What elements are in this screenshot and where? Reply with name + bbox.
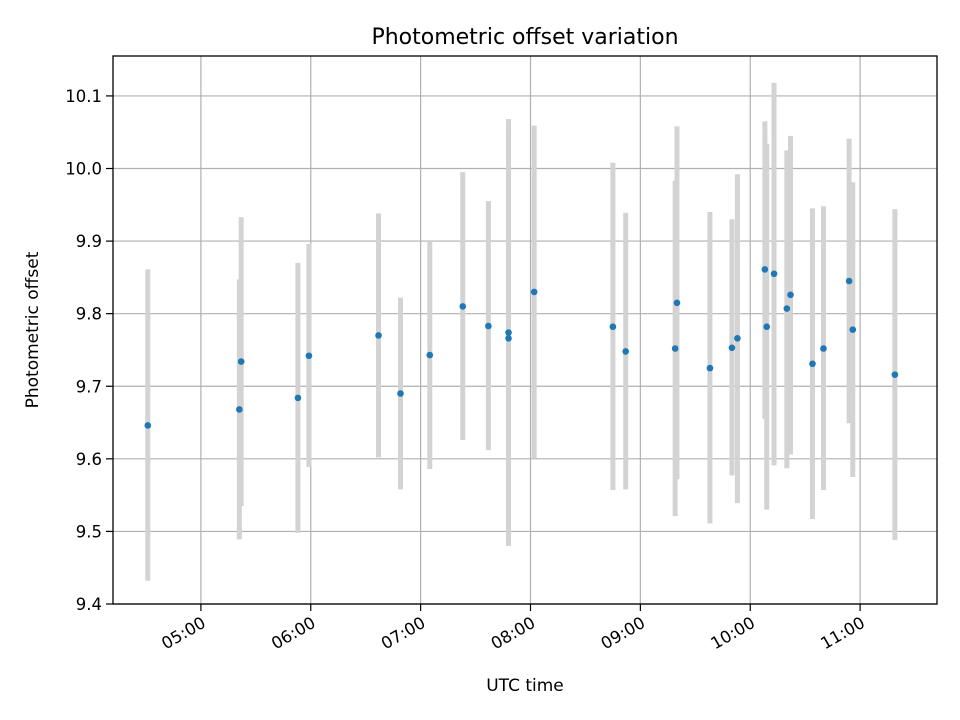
data-points: [144, 266, 899, 429]
data-point: [144, 422, 152, 429]
data-point: [305, 352, 313, 360]
data-point: [849, 326, 857, 333]
y-tick-label: 9.9: [76, 232, 102, 251]
data-point: [530, 288, 538, 296]
data-point: [485, 322, 492, 330]
y-tick-label: 9.5: [76, 522, 102, 541]
data-point: [728, 344, 736, 352]
data-point: [397, 390, 404, 397]
plot-frame: [112, 55, 938, 605]
data-point: [891, 371, 899, 378]
grid: [113, 56, 937, 605]
data-point: [770, 270, 778, 278]
data-point: [820, 345, 827, 352]
y-tick-label: 9.7: [76, 377, 102, 396]
data-point: [671, 345, 679, 352]
data-point: [787, 291, 794, 299]
data-point: [505, 329, 512, 336]
data-point: [809, 360, 816, 368]
data-point: [763, 323, 771, 331]
y-tick-label: 10.1: [65, 87, 102, 106]
data-point: [236, 406, 243, 413]
y-tick-label: 10.0: [65, 160, 102, 179]
y-tick-label: 9.4: [76, 595, 102, 614]
data-point: [845, 277, 853, 285]
data-point: [761, 266, 769, 273]
data-point: [673, 299, 681, 307]
y-tick-label: 9.6: [76, 450, 102, 469]
data-point: [294, 394, 302, 402]
data-point: [706, 364, 714, 372]
data-point: [622, 348, 630, 355]
data-point: [783, 305, 791, 312]
data-point: [609, 323, 617, 331]
x-axis-label: UTC time: [486, 676, 564, 696]
data-point: [375, 332, 382, 339]
y-axis-label: Photometric offset: [23, 251, 43, 408]
data-point: [505, 335, 512, 342]
data-point: [734, 335, 741, 342]
data-point: [237, 358, 245, 365]
data-point: [459, 303, 467, 310]
y-tick-label: 9.8: [76, 305, 102, 324]
chart-title: Photometric offset variation: [371, 25, 678, 50]
data-point: [426, 351, 434, 359]
